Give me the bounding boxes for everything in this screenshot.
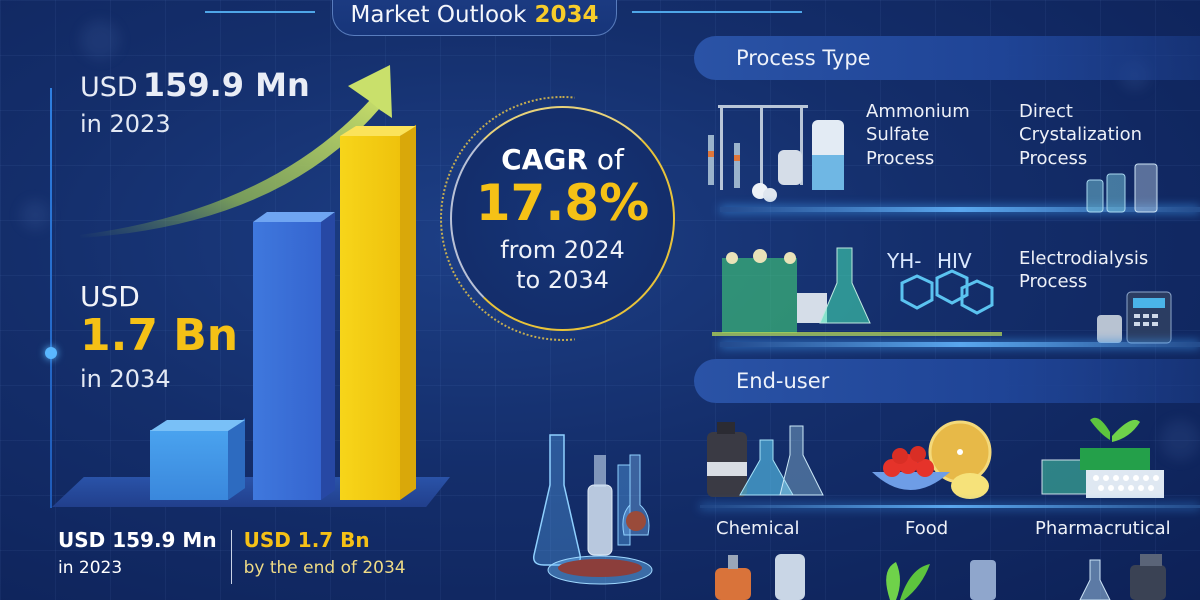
summary-forecast-year: by the end of 2034 [243, 558, 406, 578]
section-header-end-user: End-user [694, 359, 1200, 403]
summary-current-value: USD 159.9 Mn [58, 528, 217, 552]
lab-equipment-illustration [708, 105, 844, 202]
bokeh-light [80, 20, 120, 60]
electrodialysis-lab-illustration: YH- HIV [712, 247, 1002, 336]
forecast-market-value: USD 1.7 Bn in 2034 [80, 280, 238, 393]
cagr-range-start: from 2024 [500, 235, 625, 264]
current-value: 159.9 Mn [142, 66, 310, 104]
bar-intermediate [253, 212, 335, 501]
cagr-label-rest: of [596, 142, 624, 176]
current-year: in 2023 [80, 110, 171, 138]
summary-stats: USD 159.9 Mn in 2023 USD 1.7 Bn by the e… [58, 528, 420, 584]
currency-label: USD [80, 280, 140, 313]
growth-arrow-icon [80, 65, 392, 238]
axis-marker-dot [45, 347, 57, 359]
summary-divider [230, 530, 232, 584]
bar-2023 [150, 418, 245, 500]
end-user-food: Food [905, 518, 949, 539]
forecast-value: 1.7 Bn [80, 310, 239, 361]
bar-2034 [340, 124, 416, 500]
cagr-label: CAGR of [501, 143, 624, 176]
food-illustration [872, 420, 992, 499]
chemical-bottles-illustration [707, 422, 824, 497]
end-user-chemical: Chemical [716, 518, 800, 539]
svg-text:YH-: YH- [886, 249, 921, 273]
process-electrodialysis: Electrodialysis Process [1019, 248, 1149, 293]
title-prefix: Market Outlook [350, 2, 527, 28]
cagr-badge: CAGR of 17.8% from 2024 to 2034 [440, 96, 685, 341]
lab-glassware-illustration [532, 434, 653, 585]
summary-current-year: in 2023 [58, 558, 123, 578]
page-title: Market Outlook 2034 [332, 0, 617, 36]
forecast-year: in 2034 [80, 365, 171, 394]
svg-text:HIV: HIV [937, 249, 972, 273]
end-user-title: End-user [736, 369, 830, 393]
current-market-value: USD 159.9 Mn in 2023 [80, 66, 310, 138]
cagr-range-end: to 2034 [516, 265, 609, 294]
end-user-pharmaceutical: Pharmacrutical [1035, 518, 1171, 539]
chart-axis-line [50, 88, 52, 508]
section-header-process-type: Process Type [694, 36, 1200, 80]
process-ammonium-sulfate: Ammonium Sulfate Process [866, 101, 970, 169]
cagr-ring [450, 106, 675, 331]
bokeh-light [20, 200, 50, 230]
process-type-title: Process Type [736, 46, 871, 70]
header-divider-left [205, 11, 315, 13]
currency-label: USD [80, 72, 138, 103]
beakers-illustration [1086, 163, 1158, 213]
end-user-row2-illustrations [715, 554, 1166, 600]
pharmaceutical-illustration [1041, 417, 1164, 498]
cagr-value: 17.8% [475, 173, 650, 232]
bokeh-light [1160, 420, 1200, 460]
electrodialysis-device-illustration [1097, 291, 1172, 344]
summary-forecast-value: USD 1.7 Bn [243, 528, 370, 552]
title-year: 2034 [534, 2, 599, 28]
cagr-label-bold: CAGR [501, 142, 588, 176]
section-shelf [720, 342, 1200, 347]
header-divider-right [632, 11, 802, 13]
section-shelf [720, 207, 1200, 212]
process-direct-crystalization: Direct Crystalization Process [1019, 101, 1143, 169]
section-shelf [700, 505, 1200, 508]
